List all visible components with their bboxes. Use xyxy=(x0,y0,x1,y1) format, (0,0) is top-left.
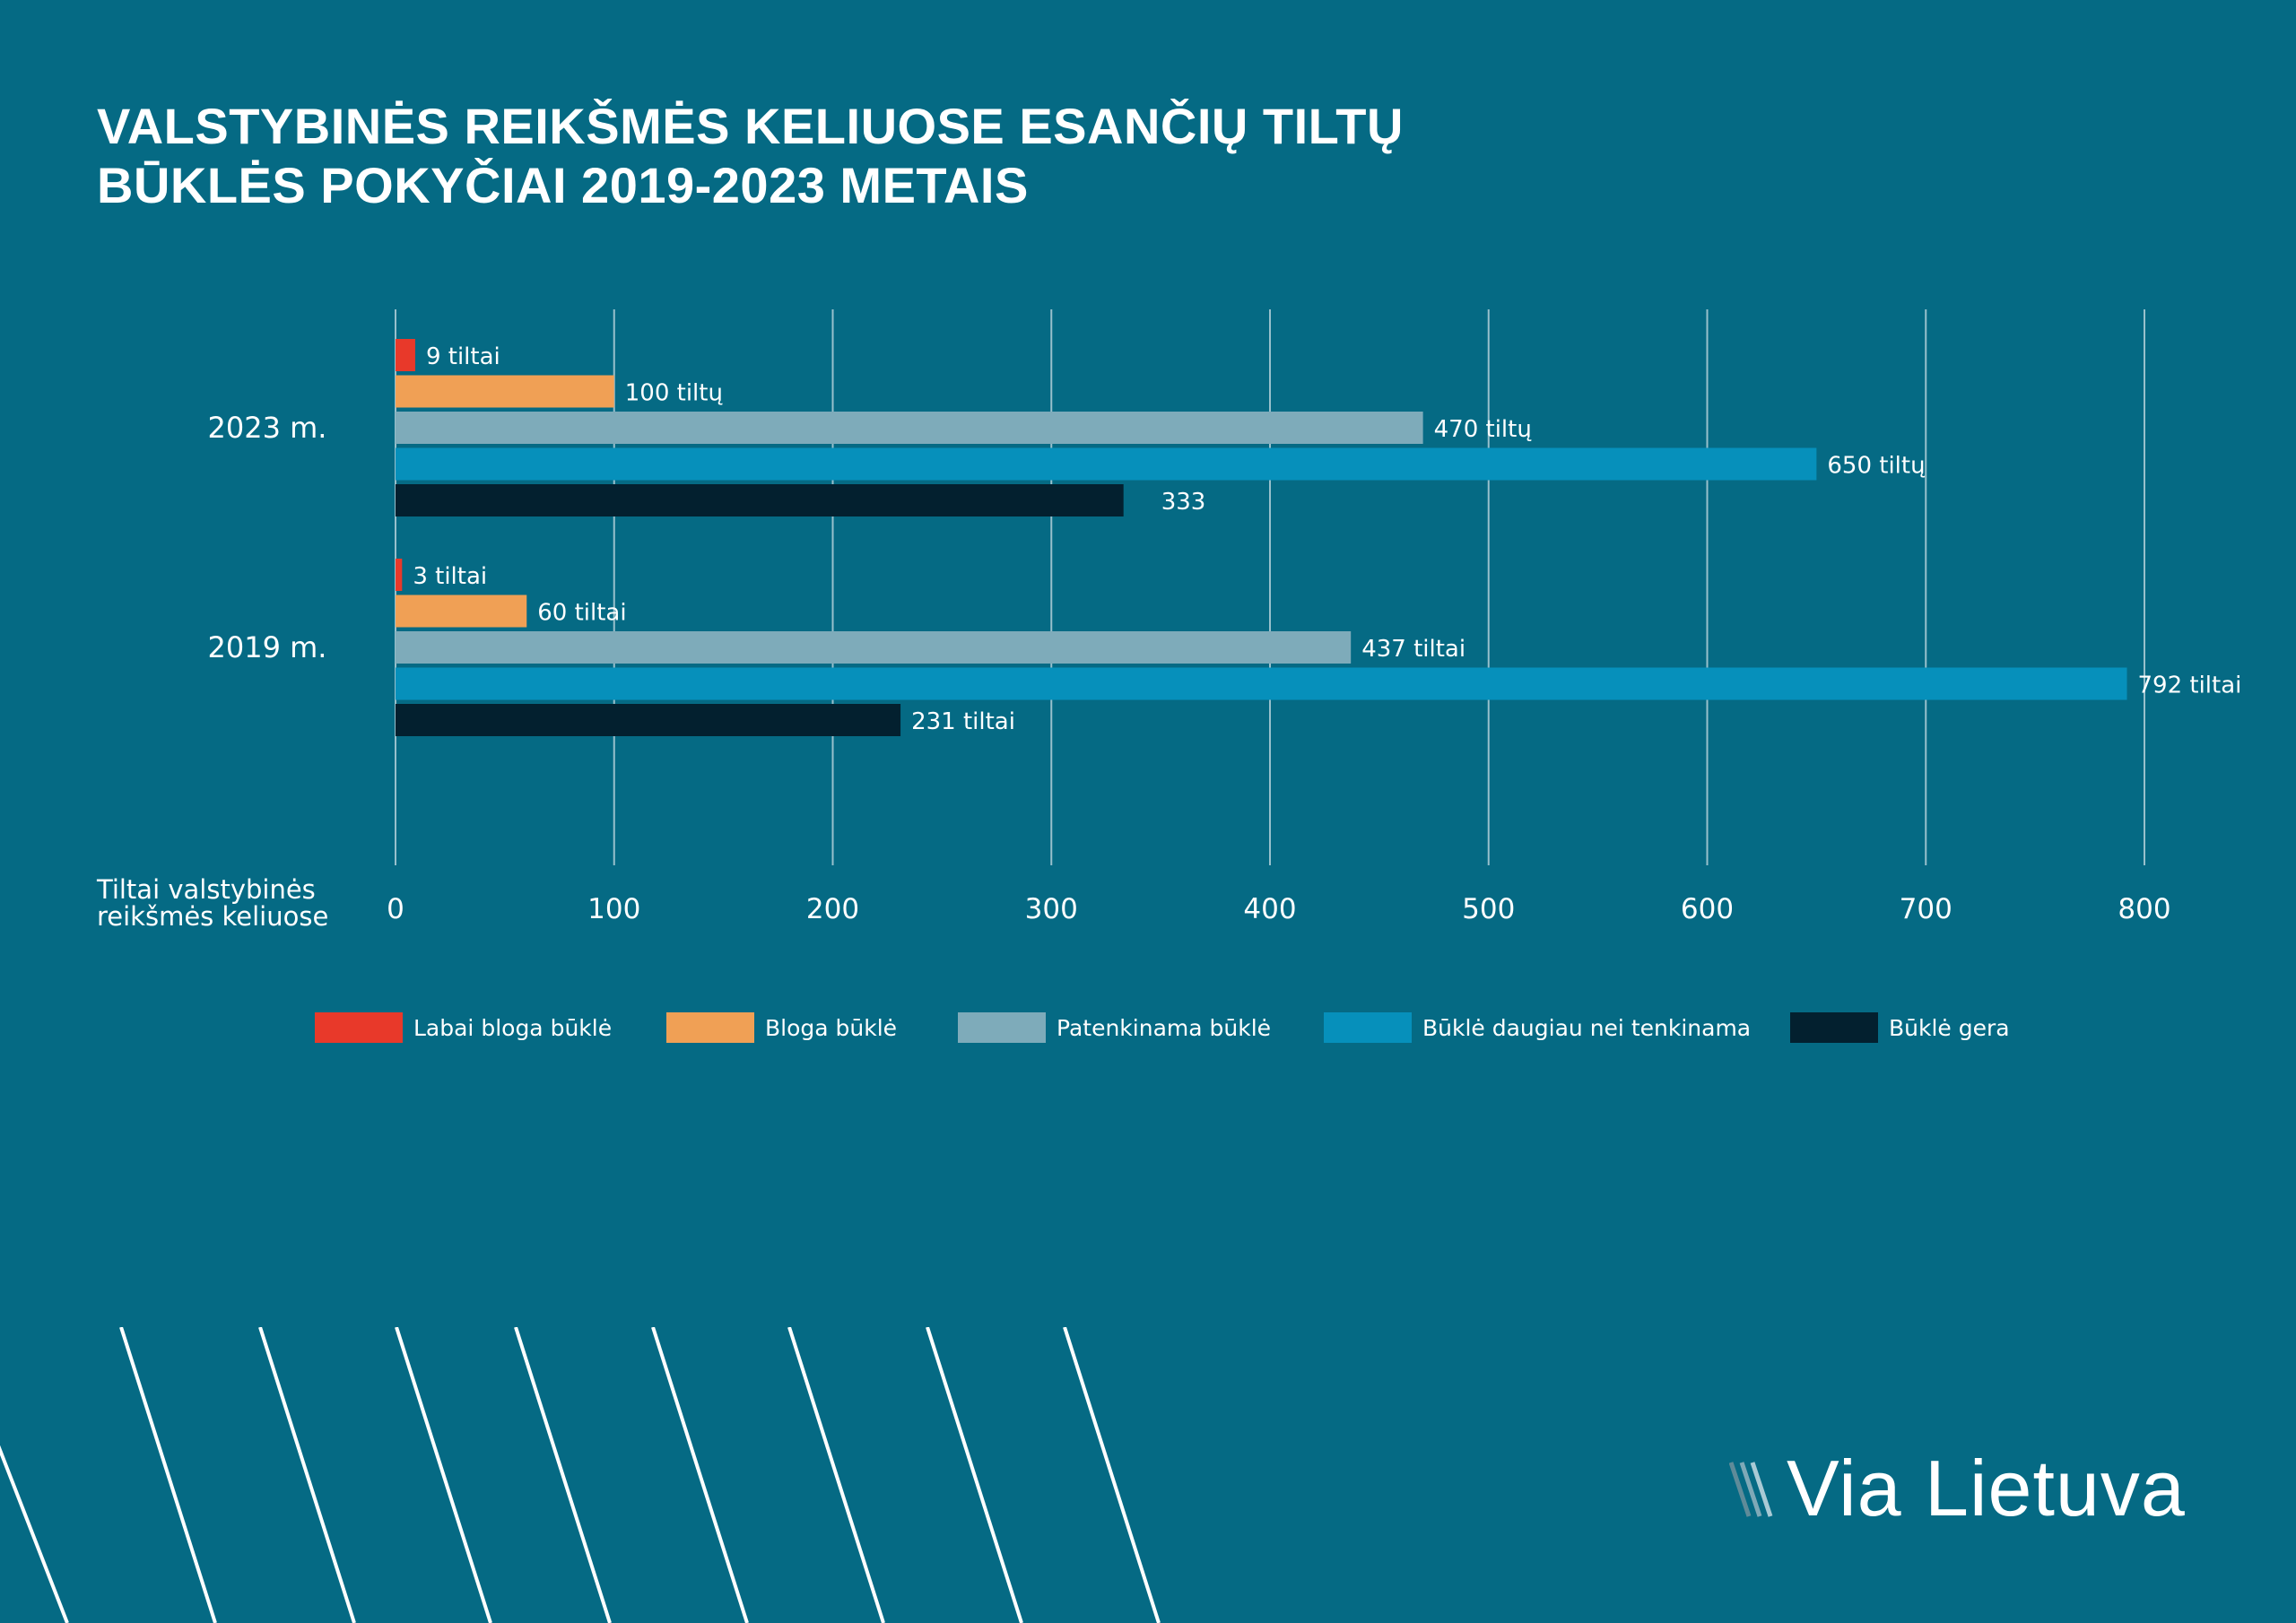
bar-0-3 xyxy=(396,447,1817,481)
legend-swatch-1 xyxy=(666,1012,754,1043)
x-axis-label-line-1: Tiltai valstybinės xyxy=(96,874,316,905)
legend-label-1: Bloga būklė xyxy=(765,1014,898,1041)
decorative-stripe-2 xyxy=(258,1327,356,1623)
data-label-0-1: 100 tiltų xyxy=(625,380,723,407)
decorative-stripe-5 xyxy=(651,1327,749,1623)
legend-item-2: Patenkinama būklė xyxy=(958,1011,1271,1044)
legend-label-3: Būklė daugiau nei tenkinama xyxy=(1422,1014,1752,1041)
bar-1-0 xyxy=(396,559,403,591)
bar-0-1 xyxy=(396,375,614,408)
decorative-stripe-7 xyxy=(926,1327,1023,1623)
legend-swatch-0 xyxy=(315,1012,403,1043)
bar-1-2 xyxy=(396,631,1352,664)
data-label-0-3: 650 tiltų xyxy=(1827,453,1925,480)
data-label-1-2: 437 tiltai xyxy=(1361,636,1465,663)
x-tick-label-100: 100 xyxy=(587,893,640,925)
bar-0-4 xyxy=(396,484,1124,516)
chart-title: VALSTYBINĖS REIKŠMĖS KELIUOSE ESANČIŲ TI… xyxy=(97,97,1622,215)
logo-text: Via Lietuva xyxy=(1787,1444,2186,1532)
chart-title-line-2: BŪKLĖS POKYČIAI 2019-2023 METAIS xyxy=(97,157,1029,213)
bar-1-3 xyxy=(396,667,2127,700)
via-lietuva-logo: Via Lietuva xyxy=(1729,1444,2186,1533)
logo-slashes-icon xyxy=(1729,1462,1773,1517)
decorative-stripe-0 xyxy=(0,1445,69,1623)
x-tick-label-300: 300 xyxy=(1025,893,1078,925)
bar-1-4 xyxy=(396,704,901,736)
chart-legend: Labai bloga būklė Bloga būklė Patenkinama … xyxy=(0,1011,2296,1047)
decorative-stripe-1 xyxy=(119,1327,217,1623)
bar-0-2 xyxy=(396,412,1423,444)
decorative-stripes xyxy=(0,1327,1161,1623)
legend-item-1: Bloga būklė xyxy=(666,1011,897,1044)
x-axis-label-line-2: reikšmės keliuose xyxy=(97,901,328,932)
x-tick-label-700: 700 xyxy=(1900,893,1952,925)
data-label-1-4: 231 tiltai xyxy=(911,708,1015,735)
x-tick-label-600: 600 xyxy=(1681,893,1734,925)
data-label-1-3: 792 tiltai xyxy=(2138,673,2242,699)
legend-label-0: Labai bloga būklė xyxy=(413,1014,613,1041)
category-label-1: 2019 m. xyxy=(208,630,327,664)
bar-chart: 0 100 200 300 400 500 600 700 800 Tiltai valstybi… xyxy=(96,309,2242,932)
legend-label-2: Patenkinama būklė xyxy=(1057,1014,1272,1041)
x-tick-label-800: 800 xyxy=(2118,893,2170,925)
bar-0-0 xyxy=(396,339,415,371)
data-label-0-2: 470 tiltų xyxy=(1434,416,1532,443)
x-tick-label-500: 500 xyxy=(1462,893,1515,925)
legend-swatch-4 xyxy=(1790,1012,1878,1043)
decorative-stripe-8 xyxy=(1063,1327,1161,1623)
legend-swatch-3 xyxy=(1324,1012,1412,1043)
x-tick-label-200: 200 xyxy=(806,893,859,925)
x-tick-label-400: 400 xyxy=(1243,893,1296,925)
data-label-1-1: 60 tiltai xyxy=(537,600,626,627)
data-label-0-0: 9 tiltai xyxy=(426,343,500,370)
legend-item-0: Labai bloga būklė xyxy=(315,1011,612,1044)
decorative-stripe-4 xyxy=(514,1327,612,1623)
legend-item-4: Būklė gera xyxy=(1790,1011,2010,1044)
category-label-0: 2023 m. xyxy=(208,411,327,445)
x-tick-label-0: 0 xyxy=(387,893,404,925)
data-label-0-4: 333 xyxy=(1161,489,1206,516)
legend-item-3: Būklė daugiau nei tenkinama xyxy=(1324,1011,1751,1044)
bar-1-1 xyxy=(396,595,527,628)
legend-swatch-2 xyxy=(958,1012,1046,1043)
chart-title-line-1: VALSTYBINĖS REIKŠMĖS KELIUOSE ESANČIŲ TI… xyxy=(97,98,1404,154)
decorative-stripe-6 xyxy=(787,1327,885,1623)
decorative-stripe-3 xyxy=(395,1327,492,1623)
legend-label-4: Būklė gera xyxy=(1889,1014,2010,1041)
data-label-1-0: 3 tiltai xyxy=(413,563,487,590)
